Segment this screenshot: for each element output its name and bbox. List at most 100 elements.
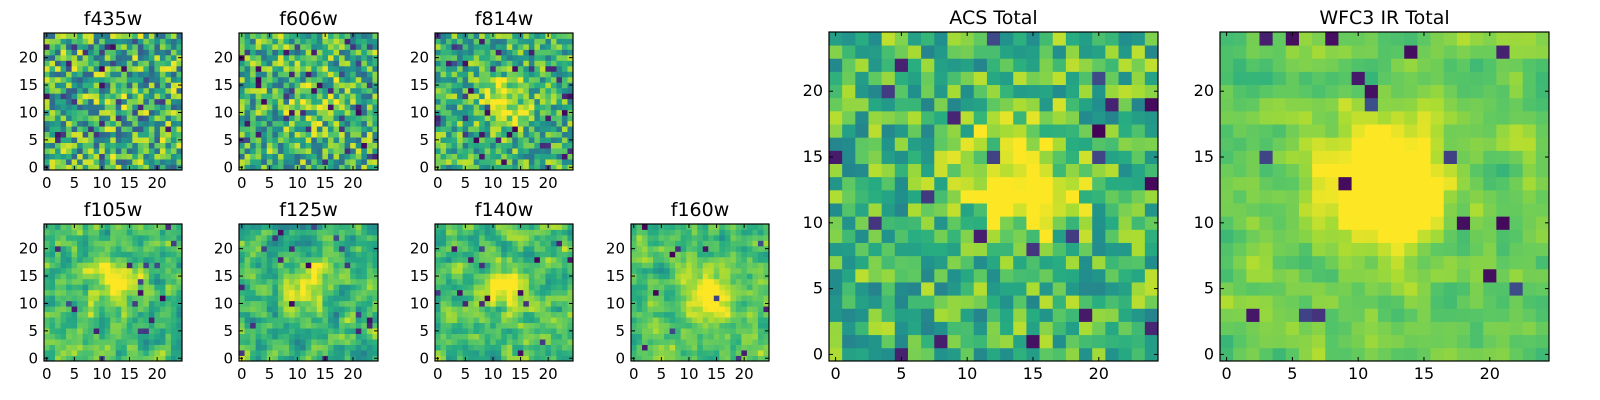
heatmap-cell	[484, 126, 491, 133]
heatmap-cell	[550, 71, 557, 78]
heatmap-cell	[137, 355, 144, 362]
heatmap-cell	[468, 109, 475, 116]
heatmap-cell	[44, 289, 50, 296]
heatmap-cell	[697, 256, 704, 263]
heatmap-cell	[305, 71, 312, 78]
heatmap-cell	[327, 49, 334, 56]
heatmap-cell	[294, 131, 301, 138]
heatmap-cell	[468, 142, 475, 149]
heatmap-cell	[468, 49, 475, 56]
heatmap-cell	[686, 256, 693, 263]
heatmap-cell	[49, 322, 56, 329]
heatmap-cell	[159, 126, 166, 133]
heatmap-cell	[250, 350, 257, 356]
heatmap-cell	[322, 71, 329, 78]
heatmap-cell	[484, 224, 491, 230]
heatmap-cell	[361, 159, 368, 165]
heatmap-cell	[501, 148, 508, 154]
heatmap-cell	[126, 153, 133, 160]
heatmap-cell	[327, 76, 334, 83]
heatmap-cell	[244, 289, 251, 296]
heatmap-cell	[534, 229, 541, 236]
heatmap-cell	[99, 126, 106, 133]
heatmap-cell	[631, 240, 637, 247]
heatmap-cell	[556, 350, 563, 356]
heatmap-cell	[372, 267, 379, 274]
heatmap-cell	[305, 289, 312, 296]
heatmap-cell	[642, 295, 648, 302]
heatmap-cell	[501, 137, 508, 143]
heatmap-cell	[350, 284, 357, 291]
heatmap-cell	[55, 278, 61, 285]
heatmap-cell	[528, 229, 535, 236]
heatmap-cell	[1039, 216, 1054, 230]
heatmap-cell	[372, 65, 379, 72]
heatmap-cell	[316, 322, 323, 329]
heatmap-cell	[104, 71, 111, 78]
heatmap-cell	[93, 153, 100, 160]
heatmap-cell	[647, 262, 654, 269]
heatmap-cell	[316, 54, 323, 61]
heatmap-cell	[697, 295, 704, 302]
heatmap-cell	[126, 295, 133, 302]
heatmap-cell	[255, 120, 262, 127]
heatmap-cell	[561, 87, 568, 94]
heatmap-cell	[545, 262, 552, 269]
heatmap-cell	[1065, 268, 1080, 283]
heatmap-cell	[484, 273, 491, 280]
heatmap-cell	[752, 344, 759, 351]
heatmap-cell	[1000, 176, 1014, 191]
y-tick-label: 5	[28, 322, 38, 340]
heatmap-cell	[528, 98, 535, 105]
heatmap-cell	[556, 142, 563, 149]
heatmap-cell	[435, 159, 441, 165]
heatmap-cell	[451, 322, 458, 329]
heatmap-cell	[88, 137, 95, 143]
heatmap-cell	[1000, 295, 1014, 309]
heatmap-cell	[741, 339, 748, 345]
heatmap-cell	[261, 164, 268, 171]
heatmap-cell	[244, 344, 251, 351]
heatmap-cell	[881, 282, 896, 296]
heatmap-cell	[691, 245, 698, 252]
heatmap-cell	[366, 142, 373, 149]
heatmap-cell	[567, 295, 574, 302]
heatmap-cell	[495, 295, 502, 302]
heatmap-cell	[440, 278, 447, 285]
heatmap-cell	[473, 120, 480, 127]
heatmap-cell	[490, 300, 497, 307]
heatmap-cell	[159, 273, 166, 280]
heatmap-cell	[165, 339, 172, 345]
heatmap-cell	[71, 126, 78, 133]
heatmap-cell	[71, 115, 78, 122]
heatmap-cell	[556, 120, 563, 127]
heatmap-cell	[512, 267, 519, 274]
heatmap-cell	[327, 87, 334, 94]
heatmap-cell	[339, 115, 346, 122]
heatmap-cell	[366, 256, 373, 263]
heatmap-cell	[741, 306, 748, 313]
heatmap-cell	[719, 234, 726, 241]
heatmap-cell	[165, 120, 172, 127]
heatmap-cell	[724, 245, 731, 252]
heatmap-cell	[647, 278, 654, 285]
heatmap-cell	[121, 126, 128, 133]
heatmap-cell	[545, 82, 552, 89]
heatmap-cell	[372, 126, 379, 133]
heatmap-cell	[104, 229, 111, 236]
heatmap-cell	[680, 295, 687, 302]
heatmap-cell	[104, 333, 111, 340]
heatmap-cell	[66, 234, 72, 241]
heatmap-cell	[868, 242, 883, 257]
heatmap-cell	[495, 306, 502, 313]
heatmap-cell	[355, 224, 362, 230]
heatmap-cell	[137, 333, 144, 340]
heatmap-cell	[534, 289, 541, 296]
heatmap-cell	[148, 284, 155, 291]
heatmap-cell	[289, 322, 295, 329]
heatmap-cell	[829, 295, 843, 309]
heatmap-cell	[468, 65, 475, 72]
heatmap-cell	[468, 350, 475, 356]
heatmap-cell	[261, 159, 268, 165]
heatmap-cell	[457, 65, 463, 72]
